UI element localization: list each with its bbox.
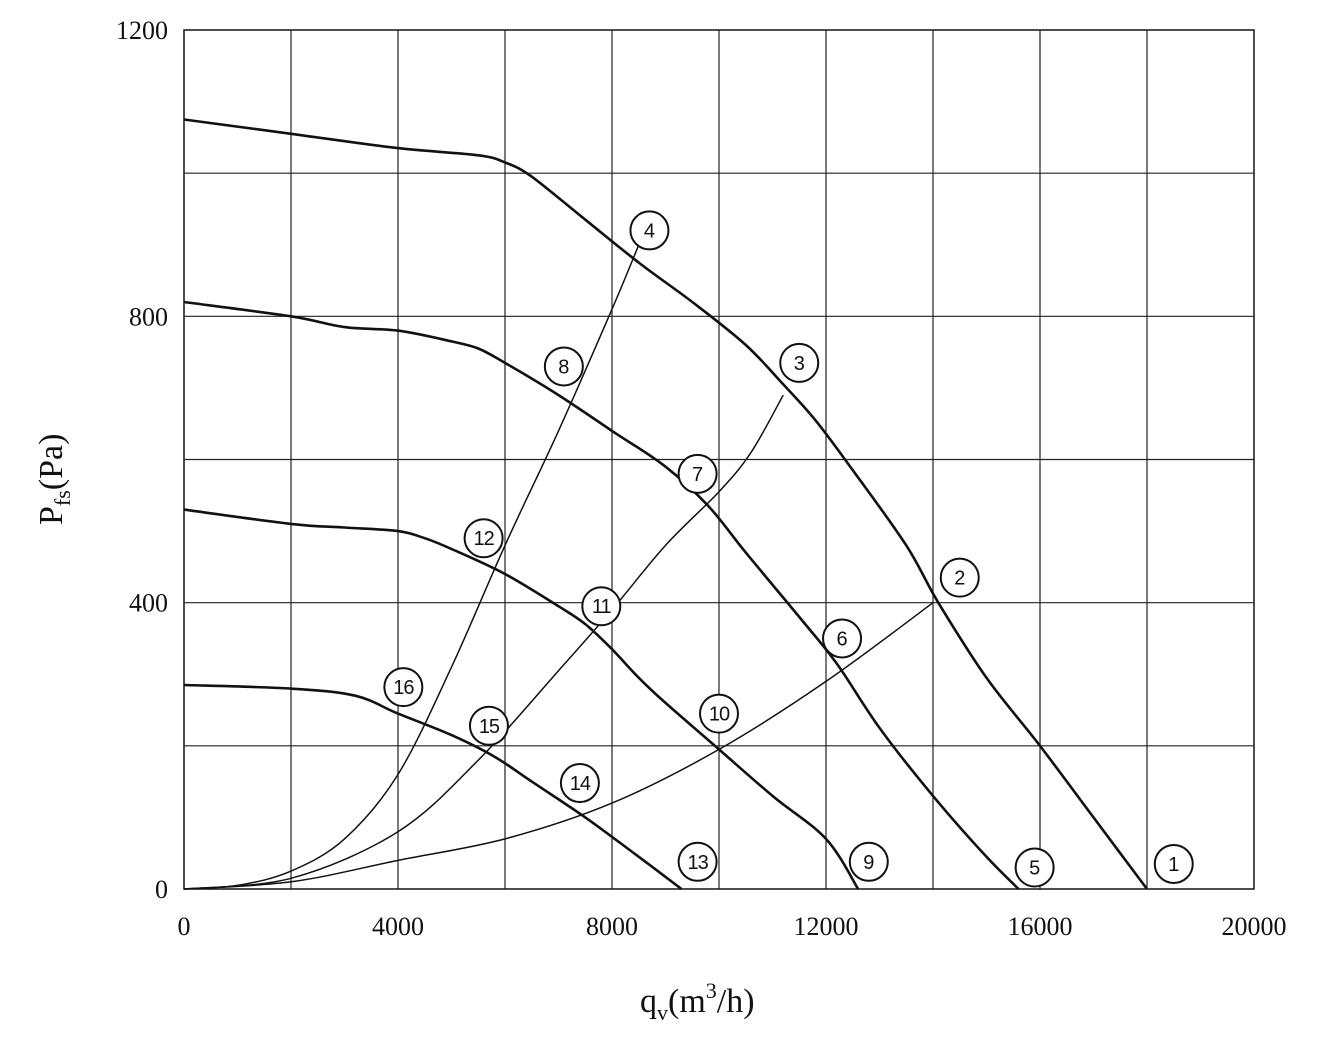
point-marker-label: 7	[692, 464, 703, 486]
point-marker-label: 4	[644, 220, 655, 242]
point-marker: 2	[939, 557, 980, 598]
point-marker-label: 1	[1168, 854, 1179, 876]
x-tick-label: 16000	[1008, 912, 1073, 941]
point-marker-label: 9	[863, 852, 874, 874]
point-marker-circle	[383, 667, 424, 708]
point-marker: 15	[468, 705, 509, 746]
point-marker-label: 5	[1029, 858, 1040, 880]
point-marker: 12	[463, 518, 504, 559]
y-tick-label: 800	[129, 302, 168, 331]
fan-curve	[183, 300, 1020, 890]
point-marker-circle	[699, 693, 739, 734]
point-marker-circle	[779, 342, 820, 383]
plot-frame	[183, 29, 1255, 890]
x-axis-title: qv(m3/h)	[640, 978, 755, 1025]
point-marker-label: 13	[687, 852, 708, 874]
y-tick-label: 400	[129, 589, 168, 618]
point-marker-circle	[581, 586, 622, 627]
point-marker: 9	[848, 841, 889, 882]
x-tick-label: 20000	[1222, 912, 1287, 941]
point-marker-label: 11	[592, 596, 612, 618]
point-marker-label: 3	[794, 353, 805, 375]
point-marker-circle	[468, 705, 509, 746]
x-tick-label: 0	[178, 912, 191, 941]
point-marker-circle	[822, 618, 863, 659]
x-tick-label: 12000	[794, 912, 859, 941]
point-marker-label: 6	[836, 628, 847, 650]
system-curve	[183, 244, 640, 890]
point-marker-label: 14	[570, 773, 591, 795]
fan-curve	[183, 118, 1149, 890]
system-curve	[183, 602, 934, 890]
point-marker: 5	[1014, 847, 1055, 888]
point-marker-circle	[677, 841, 718, 882]
system-curves	[183, 244, 934, 890]
point-marker: 6	[822, 618, 863, 659]
point-marker: 7	[677, 453, 718, 494]
point-marker-label: 10	[709, 704, 730, 726]
point-marker-circle	[463, 518, 504, 559]
point-marker-label: 16	[393, 677, 414, 699]
point-marker: 13	[677, 841, 718, 882]
point-marker: 3	[779, 342, 820, 383]
tick-labels: 0 4000 8000 12000 16000 20000 0 400 800 1200	[116, 16, 1287, 941]
point-marker-circle	[559, 763, 600, 804]
point-marker-circle	[1153, 843, 1194, 884]
point-marker: 4	[629, 210, 670, 251]
fan-curve	[183, 683, 683, 891]
y-axis-title: Pfs(Pa)	[33, 434, 75, 525]
y-tick-label: 1200	[116, 16, 168, 45]
point-marker: 10	[699, 693, 739, 734]
point-marker-circle	[677, 453, 718, 494]
point-marker: 14	[559, 763, 600, 804]
grid	[184, 30, 1254, 889]
point-marker-circle	[1014, 847, 1055, 888]
point-marker: 11	[581, 586, 622, 627]
point-marker-circle	[848, 841, 889, 882]
y-tick-label: 0	[155, 875, 168, 904]
fan-curve	[183, 508, 860, 890]
point-marker-circle	[629, 210, 670, 251]
point-marker-label: 2	[954, 568, 965, 590]
point-marker-circle	[543, 346, 584, 387]
point-marker: 8	[543, 346, 584, 387]
x-tick-label: 8000	[586, 912, 638, 941]
system-curve	[183, 394, 784, 890]
fan-curves	[183, 118, 1149, 891]
point-marker-label: 15	[479, 716, 500, 738]
point-marker: 1	[1153, 843, 1194, 884]
point-marker: 16	[383, 667, 424, 708]
point-marker-label: 8	[558, 356, 569, 378]
x-tick-label: 4000	[372, 912, 424, 941]
point-marker-circle	[939, 557, 980, 598]
point-marker-label: 12	[473, 528, 494, 550]
